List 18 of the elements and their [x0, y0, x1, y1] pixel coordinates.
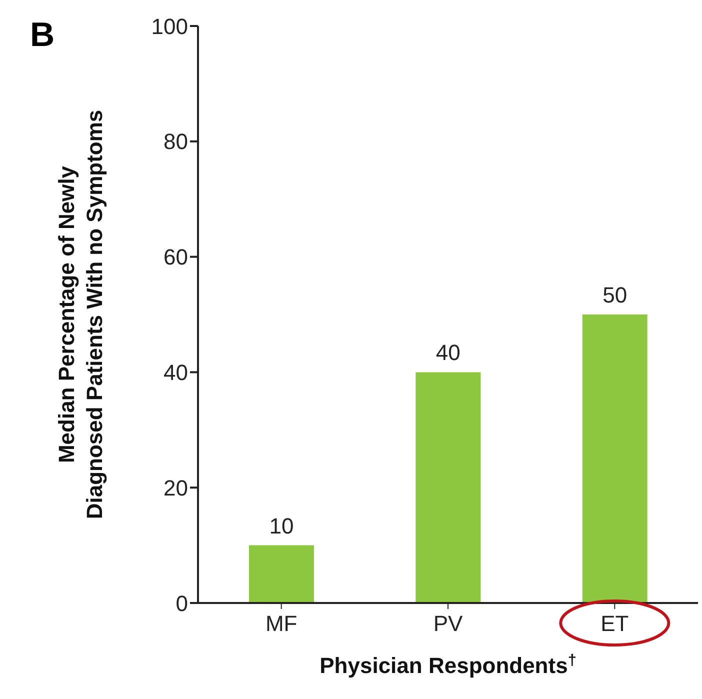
data-label: 10 [269, 513, 294, 538]
y-axis-title: Median Percentage of Newly Diagnosed Patients With no Symptoms [54, 110, 107, 520]
y-tick-label: 20 [164, 475, 188, 500]
data-label: 40 [436, 340, 460, 366]
x-tick-label: PV [433, 611, 463, 636]
x-axis-title: Physician Respondents$^{†}$ [320, 652, 576, 678]
chart-title: B [30, 16, 55, 55]
y-tick-label: 0 [176, 590, 188, 616]
bar [582, 314, 648, 603]
y-tick-label: 80 [164, 129, 188, 154]
data-label: 50 [602, 282, 628, 308]
x-tick-label: MF [265, 611, 298, 636]
x-tick-label: ET [600, 611, 629, 636]
bar [416, 372, 481, 603]
y-tick-label: 60 [164, 244, 188, 270]
y-tick-label: 100 [151, 14, 188, 39]
bar [249, 545, 314, 603]
y-tick-label: 40 [164, 360, 188, 386]
